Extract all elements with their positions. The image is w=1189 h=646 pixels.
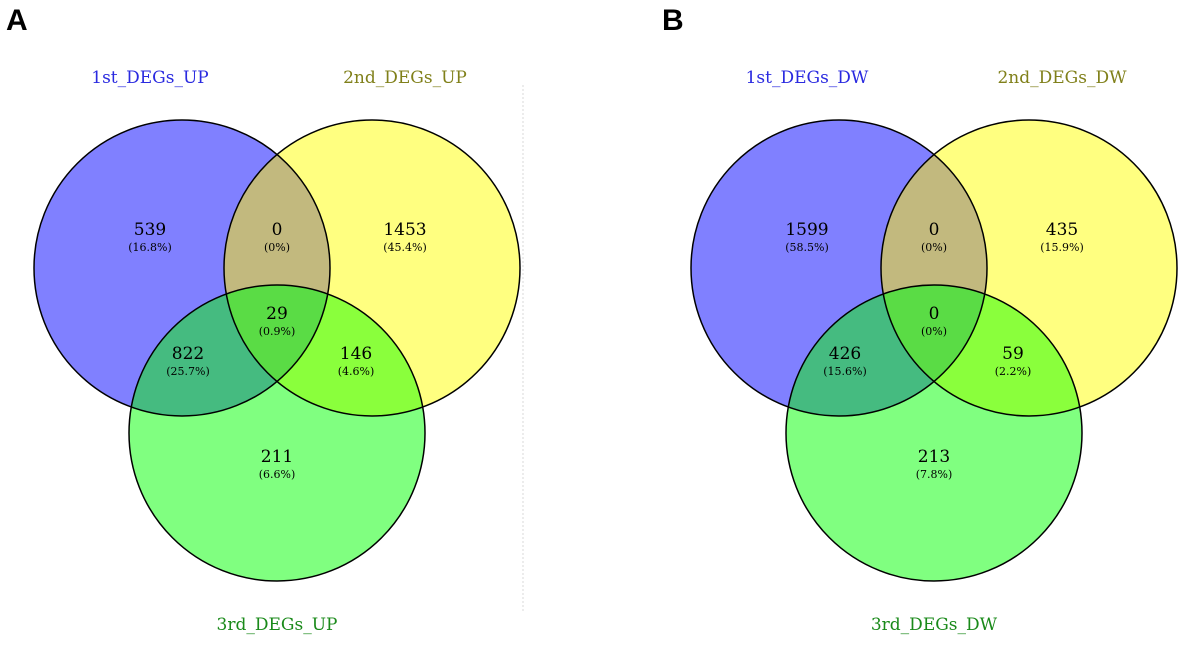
venn-panel-a: A 1st_DEGs_UP 2nd_DEGs_UP 3rd_DEGs_UP 539(16…: [6, 4, 521, 635]
set2-label: 2nd_DEGs_DW: [997, 68, 1127, 88]
region-only1-count: 1599: [785, 220, 828, 240]
panel-letter: A: [6, 4, 28, 37]
set3-outline: [128, 284, 426, 582]
region-only2-percent: (15.9%): [1040, 241, 1084, 254]
set2-outline: [223, 119, 521, 417]
region-r23-percent: (2.2%): [995, 365, 1032, 378]
overlap-23-group: [224, 285, 425, 416]
set2-label: 2nd_DEGs_UP: [343, 68, 467, 88]
region-only2-count: 1453: [383, 220, 426, 240]
region-r23-percent: (4.6%): [338, 365, 375, 378]
overlap-23-fill: [881, 285, 1082, 416]
region-only2-percent: (45.4%): [383, 241, 427, 254]
region-only3-count: 213: [918, 447, 950, 467]
overlap-13-fill: [129, 285, 330, 416]
overlap-13-group: [786, 285, 987, 416]
region-r12-count: 0: [272, 220, 283, 240]
overlap-13-fill: [786, 285, 987, 416]
region-r13-percent: (15.6%): [823, 365, 867, 378]
overlap-23-group: [881, 285, 1082, 416]
region-r12-percent: (0%): [264, 241, 290, 254]
region-only1-percent: (58.5%): [785, 241, 829, 254]
region-r23-count: 146: [340, 344, 372, 364]
region-r123-count: 29: [266, 304, 288, 324]
region-only1-count: 539: [134, 220, 166, 240]
set2-outline: [880, 119, 1178, 417]
region-only1-percent: (16.8%): [128, 241, 172, 254]
region-r123-count: 0: [929, 304, 940, 324]
venn-panel-b: B 1st_DEGs_DW 2nd_DEGs_DW 3rd_DEGs_DW 1599(5…: [662, 4, 1178, 635]
region-only2-count: 435: [1046, 220, 1078, 240]
set1-label: 1st_DEGs_DW: [746, 68, 869, 88]
region-r13-count: 822: [172, 344, 204, 364]
set3-label: 3rd_DEGs_DW: [871, 615, 998, 635]
overlap-13-group: [129, 285, 330, 416]
set1-label: 1st_DEGs_UP: [91, 68, 208, 88]
region-r123-percent: (0%): [921, 325, 947, 338]
region-only3-percent: (6.6%): [259, 468, 296, 481]
region-r12-count: 0: [929, 220, 940, 240]
region-r13-count: 426: [829, 344, 861, 364]
overlap-23-fill: [224, 285, 425, 416]
region-r23-count: 59: [1002, 344, 1024, 364]
region-only3-count: 211: [261, 447, 293, 467]
region-r12-percent: (0%): [921, 241, 947, 254]
set1-outline: [690, 119, 988, 417]
panel-letter: B: [662, 4, 684, 37]
venn-panels: A 1st_DEGs_UP 2nd_DEGs_UP 3rd_DEGs_UP 539(16…: [6, 4, 1178, 635]
set3-outline: [785, 284, 1083, 582]
region-r13-percent: (25.7%): [166, 365, 210, 378]
region-only3-percent: (7.8%): [916, 468, 953, 481]
set1-outline: [33, 119, 331, 417]
region-r123-percent: (0.9%): [259, 325, 296, 338]
set3-label: 3rd_DEGs_UP: [217, 615, 338, 635]
